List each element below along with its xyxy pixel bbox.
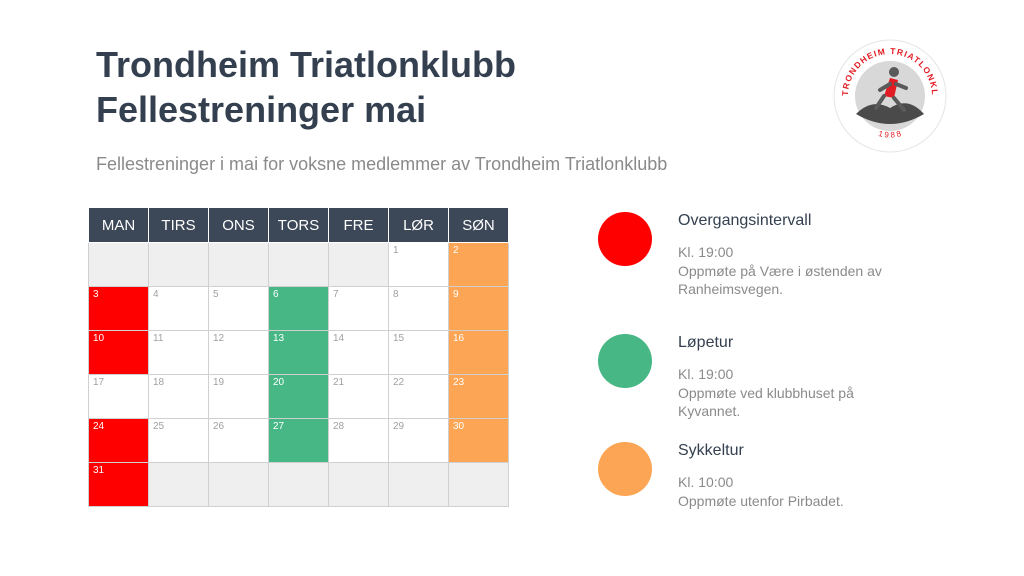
calendar-day-cell: 31 — [88, 462, 149, 507]
weekday-header: MAN — [88, 207, 149, 243]
calendar-empty-cell — [388, 462, 449, 507]
legend-name: Overgangsintervall — [678, 212, 812, 229]
calendar-day-cell: 25 — [148, 418, 209, 463]
may-calendar: MAN TIRS ONS TORS FRE LØR SØN 1 2 3 4 5 6 7 8 9 10 11 12 1… — [88, 207, 509, 507]
calendar-day-cell: 14 — [328, 330, 389, 375]
calendar-day-cell: 3 — [88, 286, 149, 331]
club-logo: TRONDHEIM TRIATLONKLUBB 1988 — [832, 38, 947, 153]
legend-time: Kl. 19:00 — [678, 366, 734, 382]
calendar-day-cell: 10 — [88, 330, 149, 375]
calendar-empty-cell — [148, 242, 209, 287]
legend-dot-green — [598, 334, 652, 388]
calendar-day-cell: 22 — [388, 374, 449, 419]
calendar-week-row: 31 — [88, 462, 509, 507]
calendar-day-cell: 13 — [268, 330, 329, 375]
calendar-day-cell: 2 — [448, 242, 509, 287]
legend-description: Oppmøte utenfor Pirbadet. — [678, 493, 844, 509]
legend-description: Oppmøte på Være i østenden av Ranheimsve… — [678, 263, 882, 297]
calendar-day-cell: 26 — [208, 418, 269, 463]
calendar-empty-cell — [328, 242, 389, 287]
legend-dot-orange — [598, 442, 652, 496]
calendar-day-cell: 23 — [448, 374, 509, 419]
calendar-day-cell: 18 — [148, 374, 209, 419]
calendar-empty-cell — [328, 462, 389, 507]
legend-time: Kl. 19:00 — [678, 244, 734, 260]
title-line-2: Fellestreninger mai — [96, 89, 427, 130]
weekday-header: FRE — [328, 207, 389, 243]
svg-text:1988: 1988 — [878, 129, 904, 140]
calendar-empty-cell — [448, 462, 509, 507]
weekday-header: ONS — [208, 207, 269, 243]
legend-name: Løpetur — [678, 334, 734, 351]
calendar-week-row: 10 11 12 13 14 15 16 — [88, 330, 509, 375]
calendar-day-cell: 17 — [88, 374, 149, 419]
legend-dot-red — [598, 212, 652, 266]
legend-name: Sykkeltur — [678, 442, 744, 459]
legend-description: Oppmøte ved klubbhuset på Kyvannet. — [678, 385, 854, 419]
calendar-week-row: 24 25 26 27 28 29 30 — [88, 418, 509, 463]
calendar-empty-cell — [268, 242, 329, 287]
title-line-1: Trondheim Triatlonklubb — [96, 44, 517, 85]
logo-year: 1988 — [878, 129, 902, 140]
calendar-day-cell: 9 — [448, 286, 509, 331]
calendar-day-cell: 29 — [388, 418, 449, 463]
calendar-day-cell: 20 — [268, 374, 329, 419]
calendar-empty-cell — [88, 242, 149, 287]
calendar-empty-cell — [208, 462, 269, 507]
weekday-header: TIRS — [148, 207, 209, 243]
calendar-day-cell: 5 — [208, 286, 269, 331]
page-subtitle: Fellestreninger i mai for voksne medlemm… — [96, 154, 668, 174]
calendar-day-cell: 8 — [388, 286, 449, 331]
calendar-day-cell: 4 — [148, 286, 209, 331]
calendar-day-cell: 7 — [328, 286, 389, 331]
weekday-header: LØR — [388, 207, 449, 243]
calendar-day-cell: 21 — [328, 374, 389, 419]
weekday-header: SØN — [448, 207, 509, 243]
calendar-day-cell: 6 — [268, 286, 329, 331]
calendar-day-cell: 12 — [208, 330, 269, 375]
calendar-week-row: 17 18 19 20 21 22 23 — [88, 374, 509, 419]
calendar-day-cell: 30 — [448, 418, 509, 463]
calendar-day-cell: 24 — [88, 418, 149, 463]
weekday-header: TORS — [268, 207, 329, 243]
calendar-day-cell: 1 — [388, 242, 449, 287]
calendar-day-cell: 28 — [328, 418, 389, 463]
calendar-empty-cell — [268, 462, 329, 507]
calendar-empty-cell — [208, 242, 269, 287]
legend-time: Kl. 10:00 — [678, 474, 734, 490]
calendar-day-cell: 11 — [148, 330, 209, 375]
page-title: Trondheim Triatlonklubb Fellestreninger … — [96, 42, 516, 132]
calendar-day-cell: 15 — [388, 330, 449, 375]
calendar-empty-cell — [148, 462, 209, 507]
calendar-day-cell: 19 — [208, 374, 269, 419]
calendar-day-cell: 27 — [268, 418, 329, 463]
calendar-day-cell: 16 — [448, 330, 509, 375]
